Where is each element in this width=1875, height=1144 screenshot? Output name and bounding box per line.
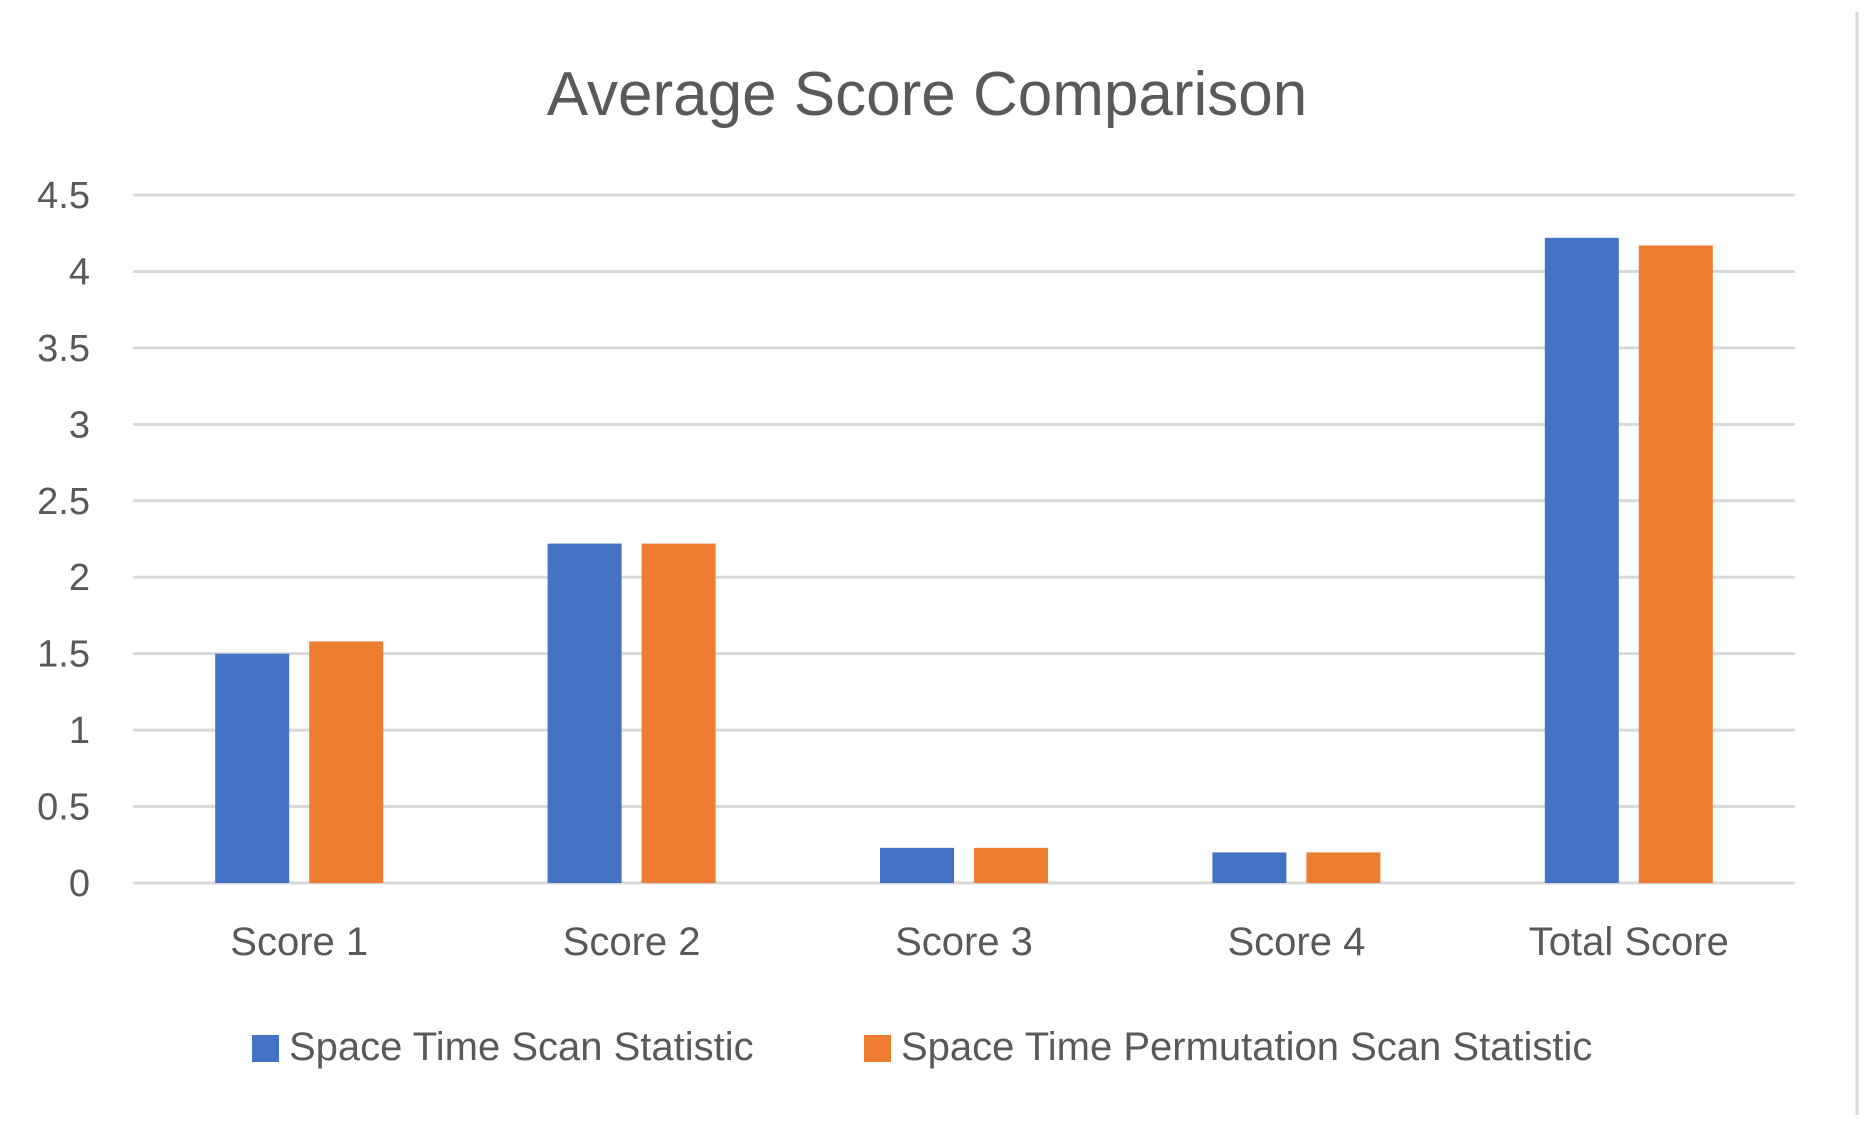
y-tick-label: 0.5 (37, 787, 90, 829)
y-axis-ticks: 0 0.5 1 1.5 2 2.5 3 3.5 4 4.5 (37, 175, 90, 905)
legend-swatch (252, 1035, 279, 1062)
bar (547, 543, 622, 883)
x-category-label: Score 4 (1227, 920, 1365, 964)
bar (1544, 237, 1619, 883)
x-category-label: Total Score (1529, 920, 1729, 964)
x-axis-categories: Score 1 Score 2 Score 3 Score 4 Total Score (230, 920, 1729, 964)
x-category-label: Score 2 (563, 920, 701, 964)
gridlines (133, 193, 1795, 885)
bar (974, 847, 1048, 883)
y-tick-label: 2 (69, 557, 90, 599)
y-tick-label: 3 (69, 404, 90, 446)
y-tick-label: 2.5 (37, 481, 90, 523)
y-tick-label: 1 (69, 710, 90, 752)
bar (309, 641, 384, 883)
bar (1212, 852, 1287, 883)
legend-swatch (864, 1035, 891, 1062)
y-tick-label: 4.5 (37, 175, 90, 217)
x-category-label: Score 3 (895, 920, 1033, 964)
legend-label: Space Time Scan Statistic (289, 1025, 754, 1069)
bar (1638, 245, 1713, 883)
bar (1306, 852, 1381, 883)
y-tick-label: 1.5 (37, 634, 90, 676)
y-tick-label: 4 (69, 251, 90, 293)
chart-title: Average Score Comparison (547, 60, 1307, 129)
bar (215, 653, 290, 883)
legend: Space Time Scan Statistic Space Time Perm… (252, 1025, 1592, 1069)
x-category-label: Score 1 (230, 920, 368, 964)
bar (641, 543, 716, 883)
bar (880, 847, 954, 883)
bars (215, 237, 1713, 883)
y-tick-label: 3.5 (37, 328, 90, 370)
legend-label: Space Time Permutation Scan Statistic (901, 1025, 1592, 1069)
y-tick-label: 0 (69, 863, 90, 905)
